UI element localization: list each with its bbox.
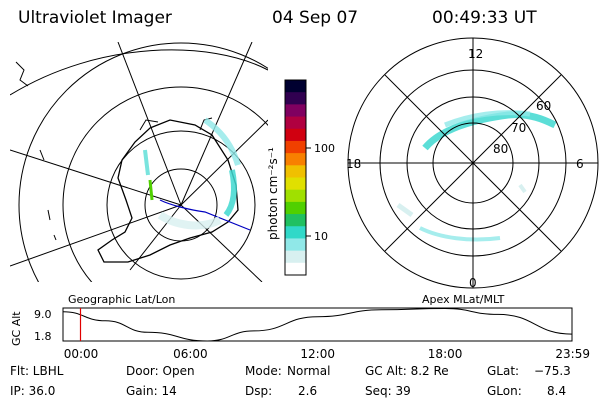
mlt-label-18: 18 bbox=[346, 157, 361, 171]
colorbar-color-block bbox=[285, 214, 306, 227]
filter-info: Flt: LBHL bbox=[10, 364, 64, 378]
timeline-x-tick-label: 23:59 bbox=[555, 347, 590, 361]
magnetic-polar-plot: 12 18 6 0 60 70 80 bbox=[346, 37, 599, 290]
aurora-emission bbox=[157, 211, 222, 230]
aurora-emission bbox=[148, 179, 154, 201]
date-label: 04 Sep 07 bbox=[272, 8, 359, 28]
colorbar-tick-label: 100 bbox=[314, 142, 335, 155]
land-fragment bbox=[47, 209, 51, 221]
colorbar-color-block bbox=[285, 116, 306, 130]
meridian-line bbox=[10, 149, 182, 206]
mlt-label-6: 6 bbox=[576, 157, 584, 171]
colorbar-color-block bbox=[285, 140, 306, 154]
glat-value: −75.3 bbox=[534, 364, 571, 378]
colorbar-color-block bbox=[285, 80, 306, 93]
aurora-emission bbox=[203, 117, 241, 166]
meridian-line bbox=[180, 204, 263, 282]
colorbar-unit-label: photon cm⁻²s⁻¹ bbox=[266, 147, 280, 240]
gain-info: Gain: 14 bbox=[126, 384, 177, 398]
colorbar-color-block bbox=[285, 238, 306, 252]
latitude-circle bbox=[106, 130, 256, 280]
mlat-label-60: 60 bbox=[536, 99, 551, 113]
dsp-value: 2.6 bbox=[298, 384, 318, 398]
left-map-label: Geographic Lat/Lon bbox=[68, 293, 175, 306]
colorbar-color-block bbox=[285, 226, 306, 239]
glat-label: GLat: bbox=[487, 364, 520, 378]
door-info: Door: Open bbox=[126, 364, 195, 378]
colorbar-color-block bbox=[285, 104, 306, 118]
meridian-line bbox=[129, 204, 182, 271]
land-fragment bbox=[15, 61, 29, 87]
meridian-line bbox=[117, 42, 182, 206]
latitude-circle bbox=[18, 42, 268, 282]
colorbar-tick-label: 10 bbox=[314, 230, 328, 243]
timeline-x-tick-label: 00:00 bbox=[64, 347, 99, 361]
colorbar-color-block bbox=[285, 153, 306, 166]
timeline-y-axis-label: GC Alt bbox=[10, 311, 23, 346]
ip-info: IP: 36.0 bbox=[10, 384, 56, 398]
timeline-x-tick-label: 06:00 bbox=[173, 347, 208, 361]
magnetic-meridian-line bbox=[159, 199, 251, 231]
colorbar-color-block bbox=[285, 165, 306, 178]
glon-value: 8.4 bbox=[547, 384, 567, 398]
auroral-oval bbox=[444, 110, 531, 128]
mlat-label-70: 70 bbox=[511, 121, 526, 135]
colorbar-color-block bbox=[285, 250, 306, 264]
aurora-emission bbox=[223, 169, 237, 217]
auroral-oval bbox=[396, 202, 414, 218]
timeline-y-tick: 9.0 bbox=[34, 308, 52, 321]
mlat-label-80: 80 bbox=[493, 142, 508, 156]
coastline-detail bbox=[139, 119, 159, 131]
colorbar-color-block bbox=[285, 177, 306, 191]
right-map-label: Apex MLat/MLT bbox=[422, 293, 505, 306]
timeline-x-tick-label: 18:00 bbox=[428, 347, 463, 361]
mlt-label-12: 12 bbox=[468, 47, 483, 61]
latitude-circle bbox=[62, 86, 268, 282]
auroral-oval bbox=[419, 226, 501, 242]
land-fragment bbox=[39, 149, 45, 161]
auroral-oval bbox=[518, 183, 527, 194]
timeline-x-tick-label: 12:00 bbox=[300, 347, 335, 361]
outer-grid-arc bbox=[10, 49, 268, 96]
colorbar-color-block bbox=[285, 189, 306, 203]
meridian-line bbox=[10, 204, 182, 267]
colorbar: 100 10 photon cm⁻²s⁻¹ bbox=[266, 79, 335, 276]
dsp-label: Dsp: bbox=[245, 384, 273, 398]
colorbar-color-block bbox=[285, 128, 306, 142]
meridian-line bbox=[180, 42, 253, 206]
colorbar-frame bbox=[284, 79, 307, 276]
seq-info: Seq: 39 bbox=[365, 384, 411, 398]
colorbar-color-block bbox=[285, 92, 306, 105]
antarctica-coastline bbox=[97, 119, 239, 263]
colorbar-gradient bbox=[285, 80, 306, 276]
time-label: 00:49:33 UT bbox=[432, 8, 537, 28]
meridian-line bbox=[180, 119, 268, 206]
colorbar-color-block bbox=[285, 262, 306, 276]
coastline-detail bbox=[199, 117, 213, 131]
colorbar-color-block bbox=[285, 201, 306, 215]
mlt-label-0: 0 bbox=[469, 276, 477, 290]
timeline-x-ticks: 00:00 06:00 12:00 18:00 23:59 bbox=[64, 347, 590, 361]
altitude-curve bbox=[62, 307, 573, 342]
aurora-emission bbox=[143, 149, 150, 176]
gc-alt-info: GC Alt: 8.2 Re bbox=[365, 364, 449, 378]
land-fragment bbox=[53, 234, 57, 241]
glon-label: GLon: bbox=[487, 384, 522, 398]
mode-label: Mode: bbox=[245, 364, 282, 378]
timeline-y-tick: 1.8 bbox=[34, 330, 52, 343]
mode-value: Normal bbox=[287, 364, 331, 378]
altitude-timeline: GC Alt 9.0 1.8 00:00 06:00 12:00 18:00 23:59 bbox=[10, 307, 590, 361]
instrument-title: Ultraviolet Imager bbox=[18, 8, 172, 28]
geographic-map bbox=[10, 42, 268, 282]
mlt-line bbox=[384, 74, 562, 252]
timeline-frame bbox=[62, 307, 573, 342]
